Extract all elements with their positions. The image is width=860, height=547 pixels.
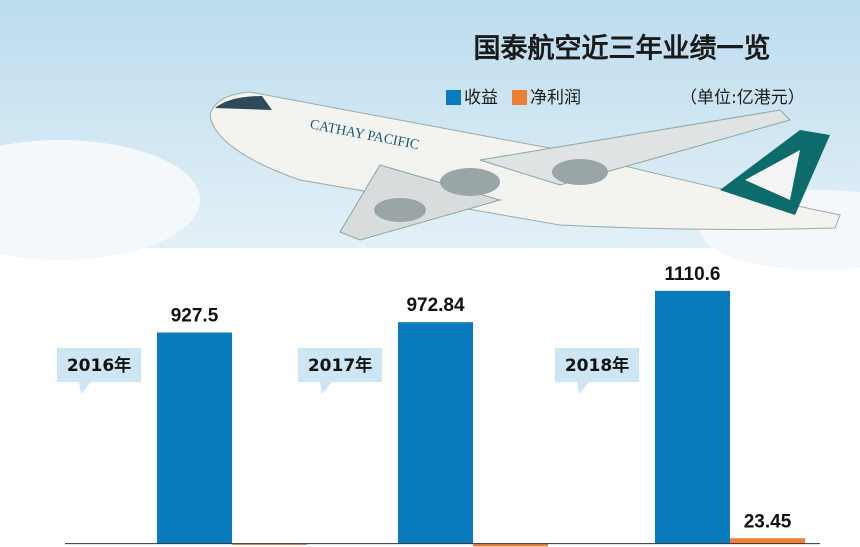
legend-label: 收益 (464, 88, 498, 108)
unit-note: （单位:亿港元） (680, 88, 805, 108)
data-label: 927.5 (171, 306, 219, 327)
category-label: 2018年 (565, 355, 629, 376)
category-callout (555, 348, 639, 394)
category-label: 2016年 (67, 355, 131, 376)
category-callout (57, 348, 141, 394)
legend-swatch (512, 90, 527, 105)
chart-title: 国泰航空近三年业绩一览 (474, 33, 771, 65)
bar (232, 543, 307, 545)
data-label: 1110.6 (664, 264, 720, 285)
bar (730, 538, 805, 544)
legend-swatch (446, 90, 461, 105)
bar (655, 290, 730, 544)
header-image: CATHAY PACIFIC (0, 0, 860, 270)
legend-label: 净利润 (530, 88, 581, 108)
data-label: 23.45 (744, 511, 792, 532)
category-callout (298, 348, 382, 394)
data-label: 972.84 (406, 295, 465, 316)
category-label: 2017年 (308, 355, 372, 376)
bar (473, 543, 548, 547)
bar (398, 322, 473, 544)
bar (157, 332, 232, 544)
